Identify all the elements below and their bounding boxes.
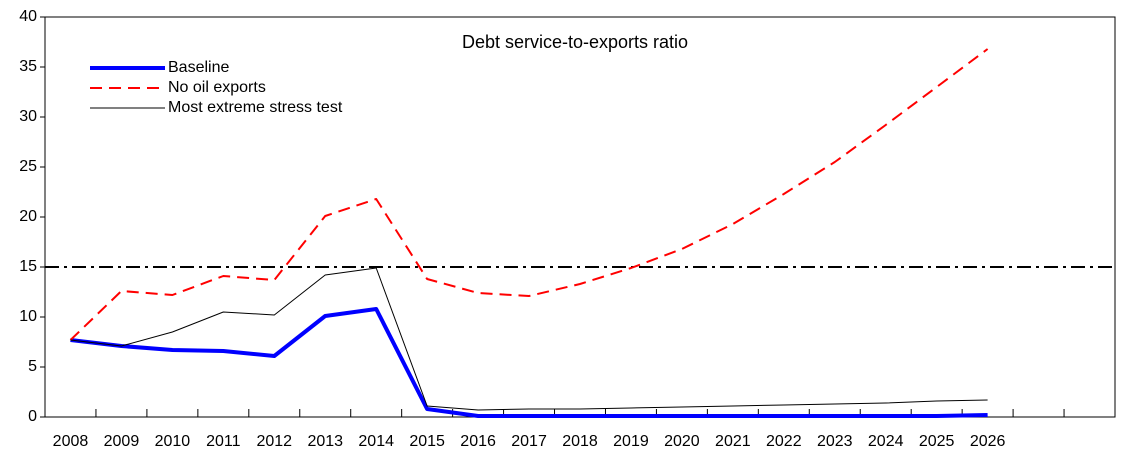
- y-tick-label: 25: [19, 158, 37, 175]
- legend-label: Baseline: [168, 59, 229, 76]
- series-line: [69, 48, 989, 341]
- series-line: [70, 267, 988, 411]
- series-line: [70, 307, 988, 418]
- x-tick-label: 2014: [358, 433, 394, 450]
- y-tick-label: 5: [28, 358, 37, 375]
- legend-label: Most extreme stress test: [168, 99, 343, 116]
- y-tick-label: 0: [28, 408, 37, 425]
- x-tick-label: 2019: [613, 433, 649, 450]
- y-tick-label: 20: [19, 208, 37, 225]
- y-tick-label: 40: [19, 8, 37, 25]
- x-tick-label: 2020: [664, 433, 700, 450]
- y-tick-label: 15: [19, 258, 37, 275]
- x-tick-label: 2011: [206, 433, 241, 450]
- x-tick-label: 2017: [511, 433, 547, 450]
- x-tick-label: 2016: [460, 433, 496, 450]
- x-tick-label: 2024: [868, 433, 904, 450]
- x-tick-label: 2010: [155, 433, 191, 450]
- legend-label: No oil exports: [168, 79, 266, 96]
- x-tick-label: 2008: [53, 433, 89, 450]
- x-tick-label: 2022: [766, 433, 802, 450]
- x-tick-label: 2023: [817, 433, 853, 450]
- y-tick-label: 35: [19, 58, 37, 75]
- x-tick-label: 2018: [562, 433, 598, 450]
- y-tick-label: 10: [19, 308, 37, 325]
- y-tick-label: 30: [19, 108, 37, 125]
- x-tick-label: 2012: [256, 433, 292, 450]
- x-tick-label: 2021: [715, 433, 751, 450]
- x-tick-label: 2015: [409, 433, 445, 450]
- plot-frame: [44, 16, 1116, 418]
- chart-title: Debt service-to-exports ratio: [462, 32, 688, 52]
- x-tick-label: 2025: [919, 433, 955, 450]
- x-tick-label: 2009: [104, 433, 140, 450]
- x-tick-label: 2013: [307, 433, 343, 450]
- x-tick-label: 2026: [970, 433, 1006, 450]
